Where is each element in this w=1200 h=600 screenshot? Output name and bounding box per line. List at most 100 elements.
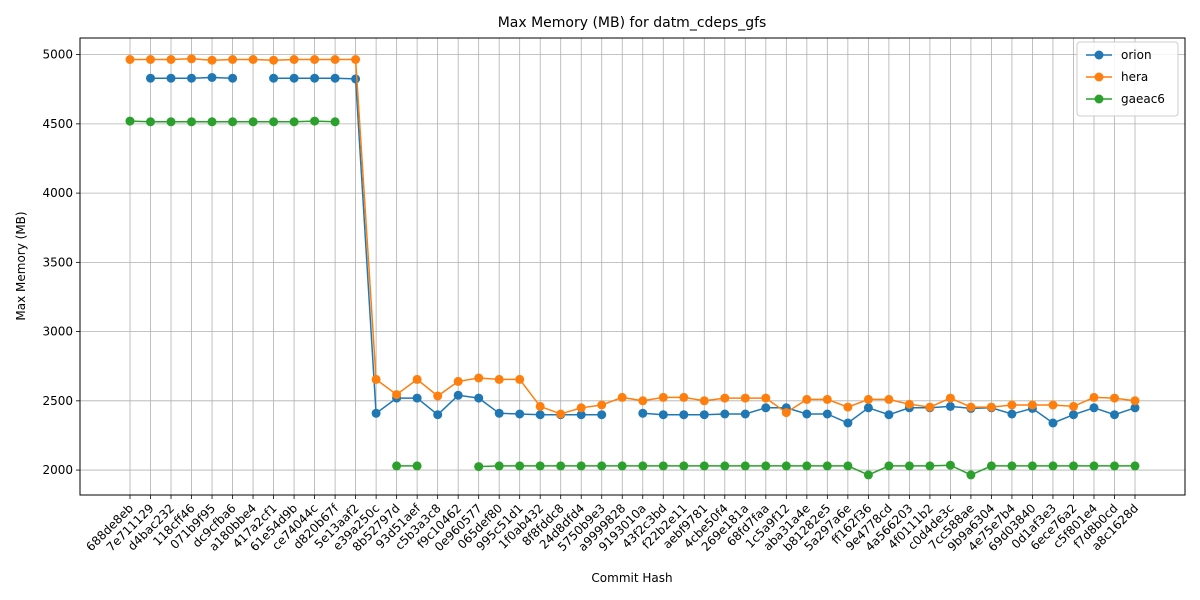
- data-point-hera: [556, 409, 566, 419]
- data-point-orion: [310, 73, 320, 83]
- data-point-hera: [392, 390, 402, 400]
- data-point-gaeac6: [884, 461, 894, 471]
- data-point-gaeac6: [1027, 461, 1037, 471]
- data-point-hera: [1048, 400, 1058, 410]
- y-tick-label: 2000: [42, 463, 73, 477]
- data-point-hera: [269, 55, 279, 65]
- data-point-hera: [925, 402, 935, 412]
- data-point-orion: [1110, 410, 1119, 420]
- data-point-orion: [371, 408, 381, 418]
- data-point-gaeac6: [576, 461, 586, 471]
- data-point-orion: [166, 73, 176, 83]
- data-point-gaeac6: [843, 461, 853, 471]
- data-point-hera: [494, 374, 504, 384]
- data-point-orion: [638, 408, 648, 418]
- data-point-gaeac6: [125, 116, 135, 126]
- data-point-hera: [535, 401, 545, 411]
- series-layer: [125, 54, 1140, 480]
- data-point-gaeac6: [966, 470, 976, 480]
- data-point-hera: [207, 55, 217, 65]
- data-point-gaeac6: [802, 461, 812, 471]
- data-point-hera: [453, 376, 463, 386]
- data-point-orion: [1089, 403, 1099, 413]
- data-point-orion: [207, 73, 217, 82]
- data-point-orion: [1048, 418, 1058, 428]
- data-point-orion: [1069, 410, 1078, 420]
- data-point-gaeac6: [658, 461, 668, 471]
- plot-frame: [79, 37, 1186, 496]
- y-axis-label: Max Memory (MB): [14, 211, 28, 320]
- data-point-orion: [453, 390, 463, 400]
- data-point-orion: [822, 409, 832, 419]
- data-point-hera: [617, 392, 627, 402]
- y-tick-label: 4000: [42, 186, 73, 200]
- y-tick-label: 2500: [42, 394, 73, 408]
- series-hera: [125, 54, 1140, 419]
- legend: orion hera gaeac6: [1076, 41, 1179, 117]
- data-point-hera: [1069, 401, 1078, 411]
- data-point-gaeac6: [228, 117, 238, 127]
- data-point-gaeac6: [494, 461, 504, 471]
- data-point-hera: [289, 55, 299, 64]
- data-point-hera: [597, 400, 607, 410]
- data-point-hera: [720, 393, 730, 403]
- data-point-gaeac6: [1007, 461, 1017, 471]
- chart-title: Max Memory (MB) for datm_cdeps_gfs: [498, 15, 767, 31]
- data-point-hera: [986, 402, 996, 412]
- data-point-hera: [187, 54, 196, 64]
- legend-label-orion: orion: [1121, 48, 1152, 62]
- data-point-orion: [1007, 409, 1017, 419]
- data-point-gaeac6: [166, 117, 176, 127]
- data-point-gaeac6: [535, 461, 545, 471]
- data-point-gaeac6: [638, 461, 648, 471]
- data-point-orion: [679, 410, 689, 420]
- data-point-hera: [802, 394, 812, 404]
- data-point-gaeac6: [597, 461, 607, 471]
- data-point-gaeac6: [1130, 461, 1140, 471]
- data-point-hera: [125, 55, 135, 64]
- data-point-hera: [412, 374, 422, 384]
- data-point-hera: [1130, 396, 1140, 406]
- data-point-orion: [474, 393, 484, 403]
- data-point-gaeac6: [945, 460, 955, 470]
- data-point-orion: [187, 73, 196, 83]
- data-point-orion: [535, 410, 545, 420]
- data-point-gaeac6: [289, 117, 299, 127]
- data-point-hera: [330, 55, 340, 64]
- data-point-hera: [433, 391, 443, 401]
- data-point-gaeac6: [187, 117, 196, 127]
- data-point-hera: [966, 402, 976, 412]
- data-point-gaeac6: [986, 461, 996, 471]
- data-point-gaeac6: [330, 117, 340, 127]
- data-point-gaeac6: [781, 461, 791, 471]
- data-point-gaeac6: [146, 117, 155, 127]
- data-point-gaeac6: [699, 461, 709, 471]
- data-point-hera: [146, 55, 155, 64]
- data-point-hera: [474, 373, 484, 383]
- data-point-hera: [228, 55, 238, 64]
- data-point-hera: [576, 403, 586, 413]
- data-point-orion: [843, 418, 853, 428]
- legend-marker-gaeac6: [1094, 94, 1104, 104]
- data-point-hera: [679, 392, 689, 402]
- data-point-orion: [597, 410, 607, 420]
- data-point-gaeac6: [720, 461, 730, 471]
- data-point-hera: [863, 394, 873, 404]
- data-point-orion: [761, 403, 771, 413]
- data-point-gaeac6: [310, 116, 320, 126]
- data-point-hera: [740, 393, 750, 403]
- data-point-orion: [884, 410, 894, 420]
- data-point-hera: [1027, 400, 1037, 410]
- data-point-orion: [228, 73, 238, 83]
- data-point-gaeac6: [863, 470, 873, 480]
- data-point-hera: [781, 408, 791, 418]
- y-tick-label: 4500: [42, 117, 73, 131]
- data-point-orion: [351, 74, 361, 84]
- data-point-hera: [843, 402, 853, 412]
- data-point-orion: [802, 409, 812, 419]
- data-point-hera: [1110, 393, 1119, 403]
- data-point-orion: [146, 73, 155, 83]
- data-point-hera: [1007, 400, 1017, 410]
- data-point-gaeac6: [1110, 461, 1119, 471]
- data-point-gaeac6: [617, 461, 627, 471]
